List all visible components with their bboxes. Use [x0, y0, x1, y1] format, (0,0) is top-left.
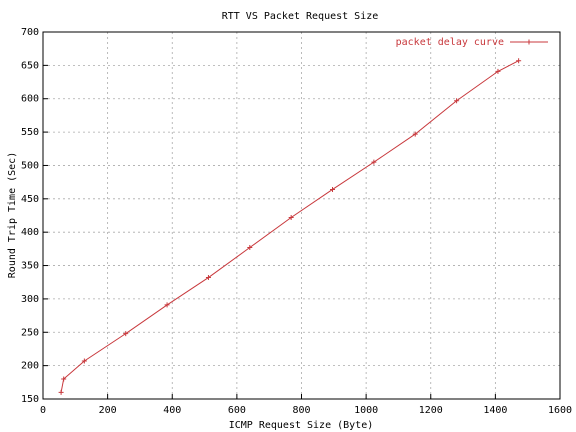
x-tick-label: 0 — [40, 405, 46, 416]
y-tick-label: 450 — [21, 194, 39, 205]
x-tick-label: 1200 — [419, 405, 443, 416]
y-tick-label: 300 — [21, 294, 39, 305]
legend-marker — [526, 39, 532, 45]
y-tick-label: 200 — [21, 361, 39, 372]
x-axis-label: ICMP Request Size (Byte) — [229, 420, 374, 431]
y-axis-label: Round Trip Time (Sec) — [7, 152, 18, 278]
data-point — [412, 131, 418, 137]
data-point — [58, 389, 64, 395]
data-point — [495, 68, 501, 74]
data-point — [330, 186, 336, 192]
x-tick-label: 600 — [228, 405, 246, 416]
x-tick-label: 1600 — [548, 405, 572, 416]
y-tick-label: 650 — [21, 60, 39, 71]
data-point — [81, 358, 87, 364]
data-point — [288, 215, 294, 221]
y-tick-label: 400 — [21, 227, 39, 238]
data-point — [123, 331, 129, 337]
data-point — [371, 159, 377, 165]
x-tick-label: 400 — [163, 405, 181, 416]
chart-title: RTT VS Packet Request Size — [222, 11, 379, 22]
data-point — [516, 58, 522, 64]
y-tick-label: 500 — [21, 160, 39, 171]
x-tick-label: 1000 — [354, 405, 378, 416]
data-point — [454, 98, 460, 104]
x-tick-label: 1400 — [483, 405, 507, 416]
data-point — [205, 275, 211, 281]
data-line — [60, 60, 519, 393]
y-tick-label: 550 — [21, 127, 39, 138]
y-tick-label: 700 — [21, 27, 39, 38]
y-tick-label: 250 — [21, 327, 39, 338]
y-tick-label: 150 — [21, 394, 39, 405]
data-point — [61, 376, 67, 382]
x-tick-label: 800 — [292, 405, 310, 416]
y-tick-label: 350 — [21, 261, 39, 272]
x-tick-label: 200 — [99, 405, 117, 416]
data-point — [247, 245, 253, 251]
data-point — [164, 302, 170, 308]
legend-label: packet delay curve — [396, 37, 504, 48]
plot-frame — [42, 31, 561, 400]
y-tick-label: 600 — [21, 94, 39, 105]
